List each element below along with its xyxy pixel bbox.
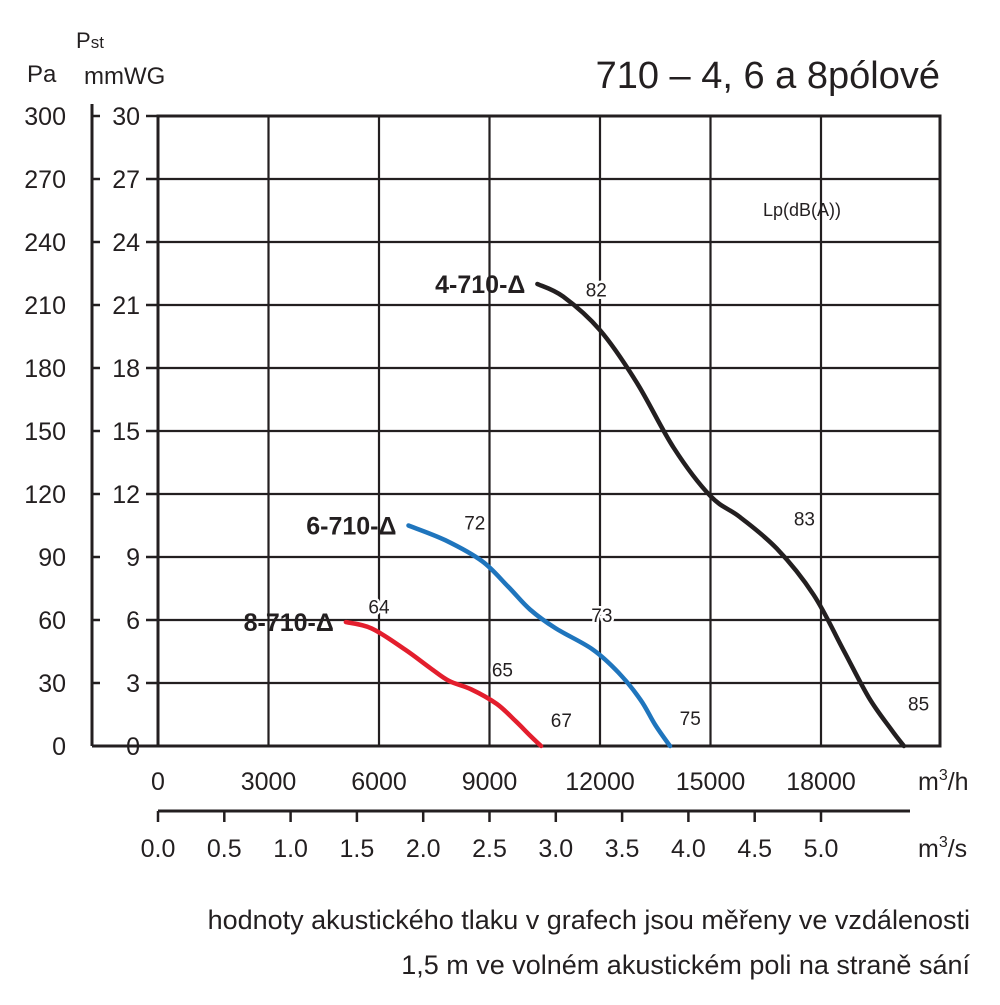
sound-level-label: 73 — [591, 606, 612, 627]
series-line-8-710 — [343, 619, 544, 749]
grid — [158, 114, 940, 746]
mmwg-axis: 0 3 6 9 12 15 18 21 24 27 30 Pst mmWG — [76, 28, 165, 761]
chart-title: 710 – 4, 6 a 8pólové — [596, 55, 940, 97]
sound-level-annotation: Lp(dB(A)) — [763, 200, 841, 220]
m3h-tick-label: 9000 — [462, 768, 518, 796]
m3h-tick-label: 18000 — [786, 768, 856, 796]
pa-tick-label: 210 — [24, 292, 66, 320]
series-line-4-710 — [535, 281, 907, 749]
m3s-tick-label: 1.5 — [340, 835, 375, 863]
mmwg-tick-label: 24 — [112, 229, 140, 257]
m3s-tick-label: 0.0 — [141, 835, 176, 863]
m3s-tick-label: 0.5 — [207, 835, 242, 863]
series-name-8-710: 8-710-Δ — [244, 609, 334, 637]
pa-tick-label: 240 — [24, 229, 66, 257]
pa-tick-label: 180 — [24, 355, 66, 383]
m3s-tick-label: 4.0 — [671, 835, 706, 863]
mmwg-tick-label: 30 — [112, 103, 140, 131]
pa-tick-label: 60 — [38, 607, 66, 635]
series-name-6-710: 6-710-Δ — [306, 513, 396, 541]
pa-tick-label: 0 — [52, 733, 66, 761]
mmwg-tick-label: 27 — [112, 166, 140, 194]
pa-tick-label: 90 — [38, 544, 66, 572]
m3s-tick-label: 2.0 — [406, 835, 441, 863]
m3h-tick-label: 12000 — [565, 768, 635, 796]
m3h-tick-label: 0 — [151, 768, 165, 796]
pa-tick-label: 270 — [24, 166, 66, 194]
sound-level-label: 82 — [586, 281, 607, 302]
pa-tick-label: 150 — [24, 418, 66, 446]
m3s-tick-label: 5.0 — [804, 835, 839, 863]
series-6-710: 6-710-Δ 72 73 75 — [306, 511, 703, 749]
sound-level-label: 72 — [464, 514, 485, 535]
pa-tick-label: 120 — [24, 481, 66, 509]
sound-level-label: 83 — [794, 510, 815, 531]
m3s-tick-label: 3.0 — [538, 835, 573, 863]
sound-level-label: 67 — [551, 711, 572, 732]
m3s-unit-label: m3/s — [918, 834, 967, 863]
mmwg-tick-label: 15 — [112, 418, 140, 446]
m3s-tick-label: 1.0 — [273, 835, 308, 863]
mmwg-unit-label: mmWG — [84, 63, 165, 90]
footnote-line-1: hodnoty akustického tlaku v grafech jsou… — [207, 905, 970, 935]
sound-level-label: 65 — [492, 661, 513, 682]
sound-level-label: 75 — [680, 709, 701, 730]
mmwg-tick-label: 6 — [126, 607, 140, 635]
m3h-unit-label: m3/h — [918, 767, 969, 796]
mmwg-tick-label: 12 — [112, 481, 140, 509]
m3s-tick-label: 4.5 — [737, 835, 772, 863]
mmwg-tick-label: 9 — [126, 544, 140, 572]
series-line-6-710 — [406, 523, 673, 749]
mmwg-tick-label: 18 — [112, 355, 140, 383]
series-4-710: 4-710-Δ 82 83 85 — [435, 271, 932, 749]
m3s-tick-label: 3.5 — [605, 835, 640, 863]
sound-level-label: 85 — [908, 694, 929, 715]
m3h-tick-label: 3000 — [241, 768, 297, 796]
pst-label: Pst — [76, 28, 104, 53]
mmwg-tick-label: 3 — [126, 670, 140, 698]
mmwg-tick-label: 0 — [126, 733, 140, 761]
sound-level-label: 64 — [368, 598, 390, 619]
m3s-tick-label: 2.5 — [472, 835, 507, 863]
m3h-tick-label: 15000 — [676, 768, 746, 796]
m3s-axis: 0.0 0.5 1.0 1.5 2.0 2.5 3.0 3.5 4.0 4.5 5.0 m3/s — [141, 809, 967, 863]
m3h-tick-label: 6000 — [351, 768, 407, 796]
series-name-4-710: 4-710-Δ — [435, 271, 525, 299]
m3h-axis: 0 3000 6000 9000 12000 15000 18000 m3/h — [151, 767, 969, 796]
pa-unit-label: Pa — [27, 61, 57, 88]
pa-tick-label: 30 — [38, 670, 66, 698]
mmwg-tick-label: 21 — [112, 292, 140, 320]
pa-tick-label: 300 — [24, 103, 66, 131]
series-8-710: 8-710-Δ 64 65 67 — [244, 595, 574, 749]
footnote-line-2: 1,5 m ve volném akustickém poli na stran… — [401, 950, 970, 980]
